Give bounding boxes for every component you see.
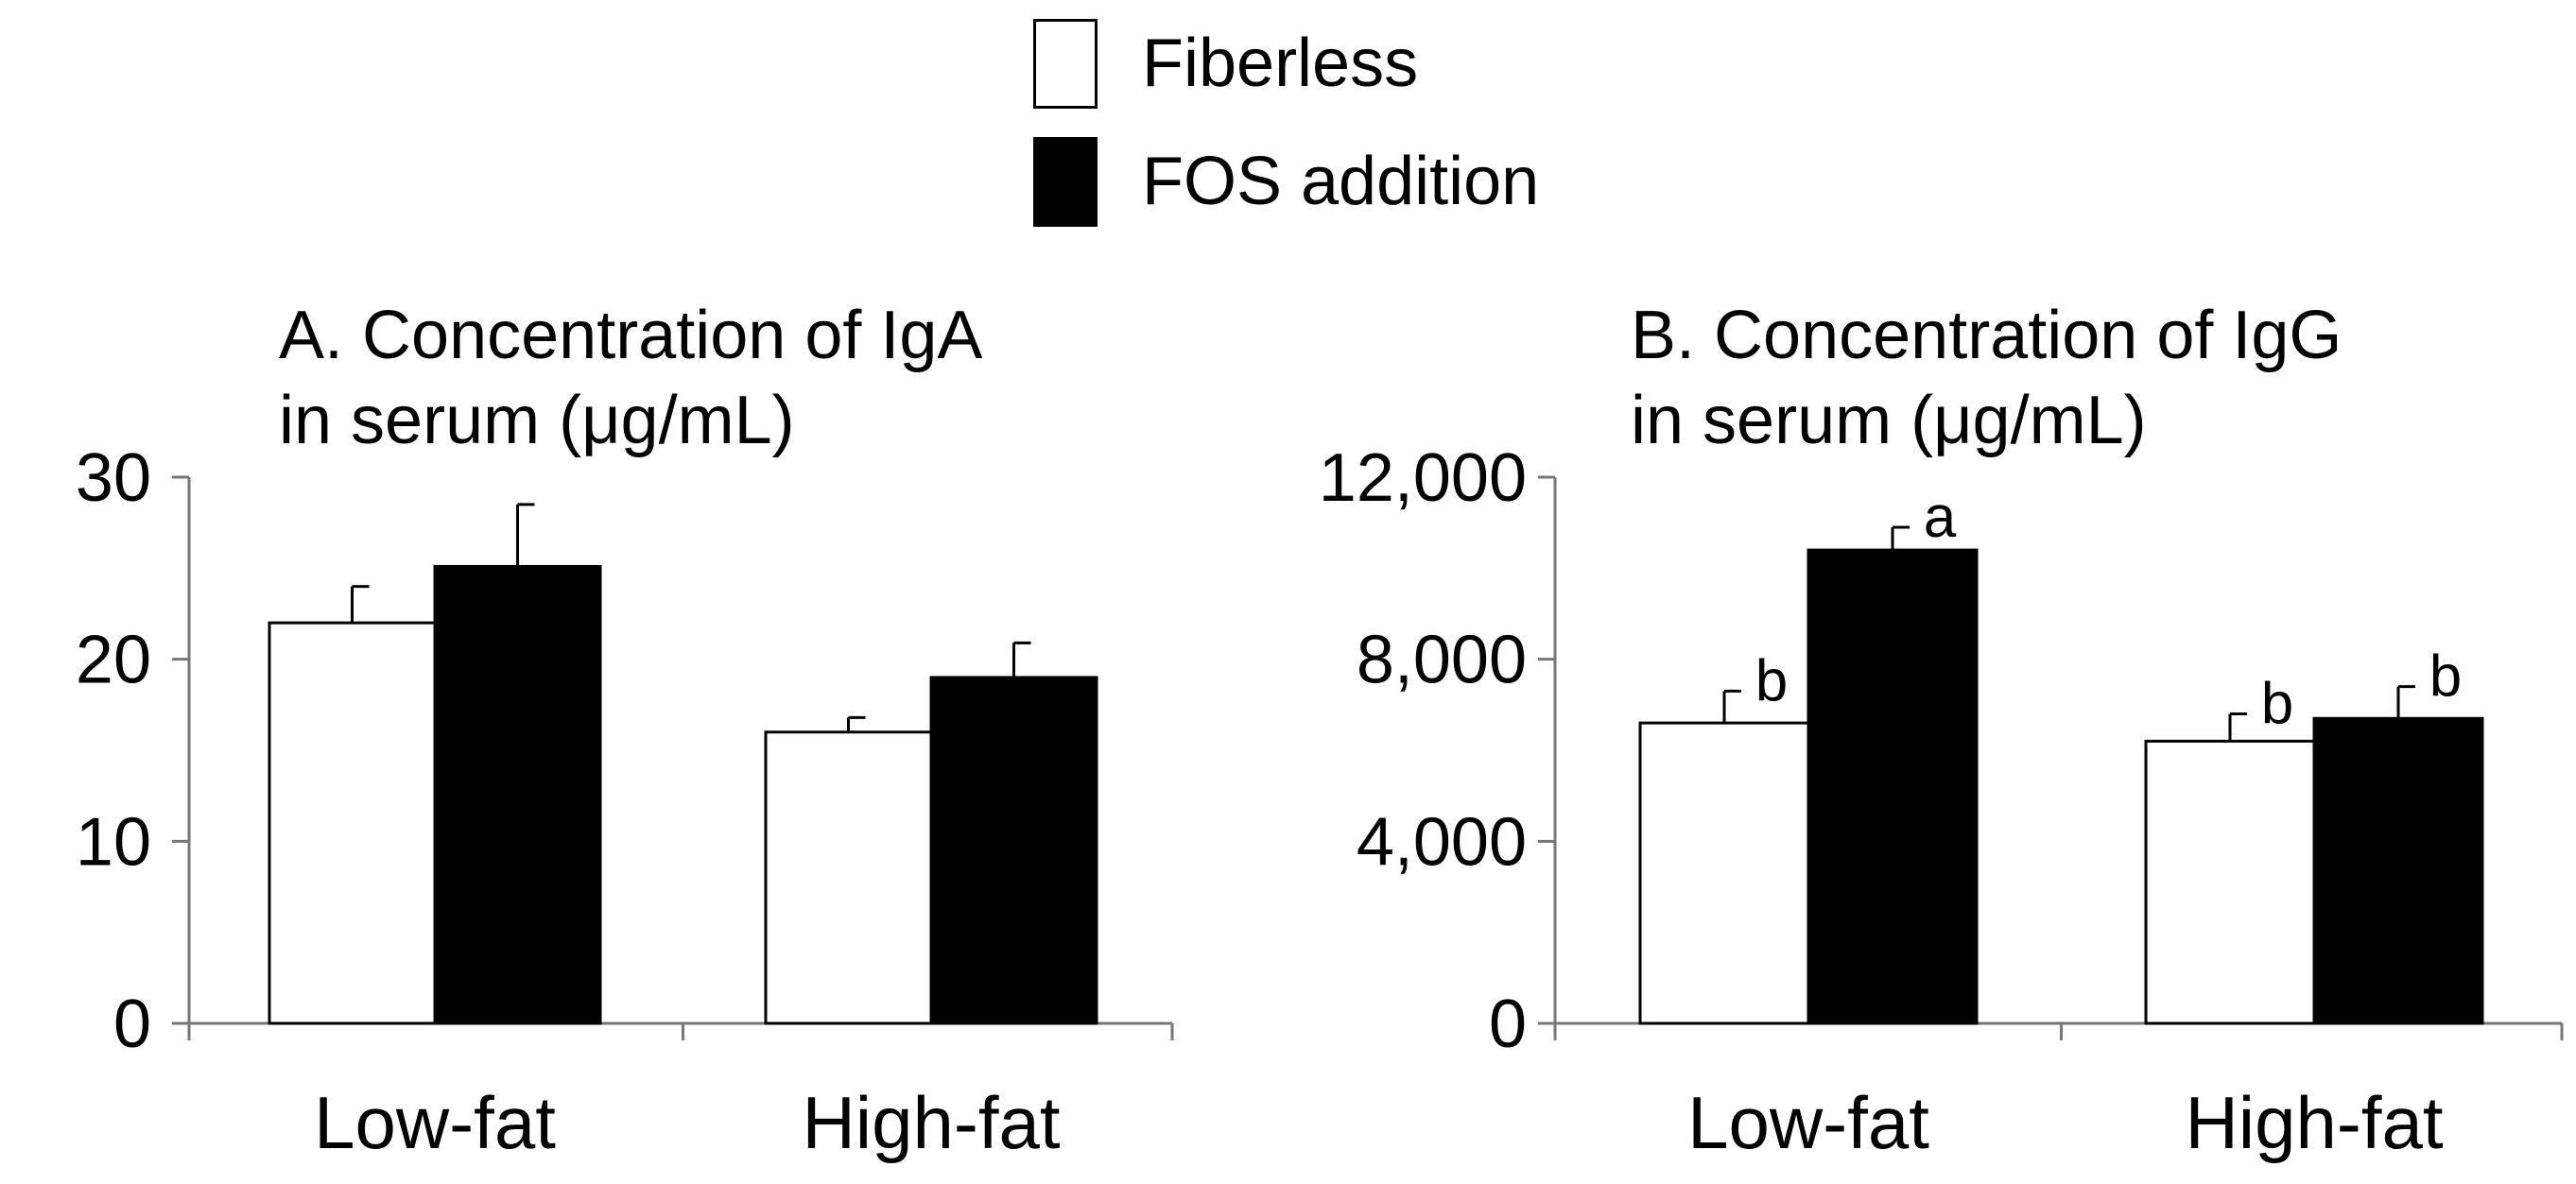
chart-a-y-tick-label: 20 xyxy=(76,623,151,698)
chart-a-title-line1: A. Concentration of IgA xyxy=(279,298,983,373)
chart-b-title-line2: in serum (μg/mL) xyxy=(1631,383,2147,458)
legend-label-fos-addition: FOS addition xyxy=(1142,144,1540,219)
chart-a-y-tick-label: 30 xyxy=(76,440,151,516)
chart-b-significance-label: b xyxy=(2429,644,2462,710)
chart-a: 0 10 20 30 Low-fat High-fat xyxy=(76,440,1174,1164)
chart-b-significance-label: b xyxy=(1755,648,1788,713)
chart-a-bar-fiberless xyxy=(764,730,933,1025)
chart-b-significance-label: a xyxy=(1924,485,1957,550)
chart-b-title-line1: B. Concentration of IgG xyxy=(1631,298,2343,373)
chart-a-bar-fos xyxy=(433,564,602,1025)
chart-a-y-tick-label: 10 xyxy=(76,804,151,880)
legend-label-fiberless: Fiberless xyxy=(1142,26,1419,101)
chart-b-y-tick-label: 12,000 xyxy=(1319,440,1527,516)
chart-b-y-tick-label: 8,000 xyxy=(1357,623,1527,698)
chart-b-y-tick-label: 0 xyxy=(1489,987,1527,1062)
chart-b-title: B. Concentration of IgG in serum (μg/mL) xyxy=(1631,293,2342,463)
chart-a-category-label: High-fat xyxy=(802,1081,1060,1164)
chart-b-bar-fos xyxy=(2312,716,2484,1025)
chart-a-bar-fiberless xyxy=(268,621,437,1025)
chart-a-title: A. Concentration of IgA in serum (μg/mL) xyxy=(279,293,982,463)
legend-swatch-fos-addition xyxy=(1033,137,1098,227)
chart-b-significance-label: b xyxy=(2261,671,2293,736)
chart-b: 0 4,000 8,000 12,000 Low-fat High-fat b b a b xyxy=(1319,440,2564,1164)
chart-b-bar-fiberless xyxy=(1638,721,1810,1025)
chart-b-bar-fiberless xyxy=(2144,739,2316,1025)
chart-a-y-tick-label: 0 xyxy=(113,987,151,1062)
chart-b-bar-fos xyxy=(1807,548,1979,1025)
chart-b-y-tick-label: 4,000 xyxy=(1357,804,1527,880)
chart-b-category-label: Low-fat xyxy=(1687,1081,1929,1164)
chart-a-category-label: Low-fat xyxy=(314,1081,556,1164)
chart-a-title-line2: in serum (μg/mL) xyxy=(279,383,795,458)
chart-a-bar-fos xyxy=(929,676,1098,1025)
legend-swatch-fiberless xyxy=(1033,19,1098,109)
chart-b-category-label: High-fat xyxy=(2185,1081,2443,1164)
